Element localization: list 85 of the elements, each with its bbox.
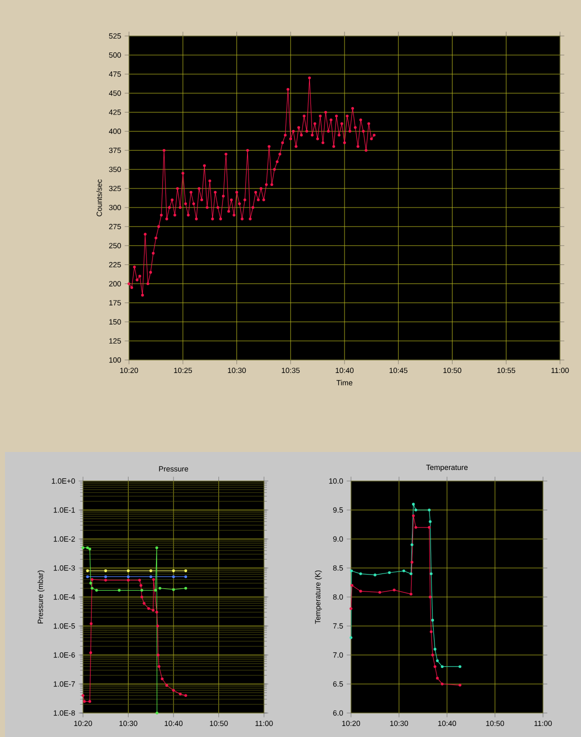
point [118, 588, 121, 592]
point [350, 636, 352, 639]
point [126, 578, 130, 582]
point [458, 684, 462, 687]
point [126, 569, 130, 572]
point [158, 665, 160, 668]
point [147, 607, 150, 610]
point [172, 588, 175, 591]
point [86, 569, 89, 572]
point [350, 607, 352, 610]
point [434, 665, 436, 668]
point [410, 543, 414, 546]
point [172, 575, 175, 578]
point [89, 651, 92, 654]
point [155, 610, 158, 614]
point [140, 596, 144, 598]
point [142, 602, 146, 605]
point [149, 569, 152, 572]
point [410, 572, 412, 576]
point [156, 654, 160, 656]
point [440, 682, 444, 686]
point [154, 588, 157, 592]
point [140, 588, 144, 592]
point [160, 677, 164, 680]
point [165, 684, 168, 687]
point [90, 586, 94, 590]
point [88, 548, 92, 550]
point [82, 546, 84, 550]
point [104, 575, 108, 578]
point [184, 575, 188, 578]
point [414, 508, 418, 512]
point [428, 596, 432, 598]
point [436, 676, 439, 680]
point [414, 526, 418, 529]
point [149, 575, 152, 578]
point [184, 586, 188, 590]
point [440, 665, 444, 668]
point [155, 546, 158, 550]
point [178, 692, 182, 696]
point [434, 648, 436, 651]
point [392, 588, 396, 592]
point [158, 586, 162, 590]
point [152, 608, 155, 612]
point [172, 689, 175, 692]
point [374, 574, 376, 576]
point [184, 569, 188, 572]
point [156, 712, 158, 714]
point [412, 502, 415, 506]
point [350, 584, 354, 587]
point [95, 588, 98, 592]
point [359, 590, 362, 593]
point [156, 624, 160, 628]
point [350, 569, 353, 572]
point [431, 618, 434, 622]
point [88, 700, 92, 703]
point [90, 578, 94, 581]
point [430, 630, 433, 634]
point [402, 569, 406, 572]
point [90, 622, 93, 626]
point [104, 569, 108, 572]
point [140, 584, 142, 587]
point [184, 694, 188, 697]
point [138, 578, 141, 582]
point [172, 569, 175, 572]
point [152, 578, 155, 581]
point [428, 520, 432, 523]
point [359, 572, 362, 576]
point [410, 592, 412, 596]
point [126, 575, 130, 578]
point [430, 572, 433, 576]
point [89, 582, 92, 585]
point [428, 508, 431, 512]
point [82, 700, 86, 703]
point [104, 578, 108, 582]
point [86, 575, 89, 578]
point [388, 571, 391, 574]
point [412, 514, 415, 518]
point [86, 546, 89, 550]
point [436, 659, 439, 662]
point [82, 694, 84, 697]
point [410, 560, 414, 564]
point [458, 665, 462, 668]
point [431, 654, 434, 656]
point [428, 526, 431, 529]
point [378, 590, 382, 594]
